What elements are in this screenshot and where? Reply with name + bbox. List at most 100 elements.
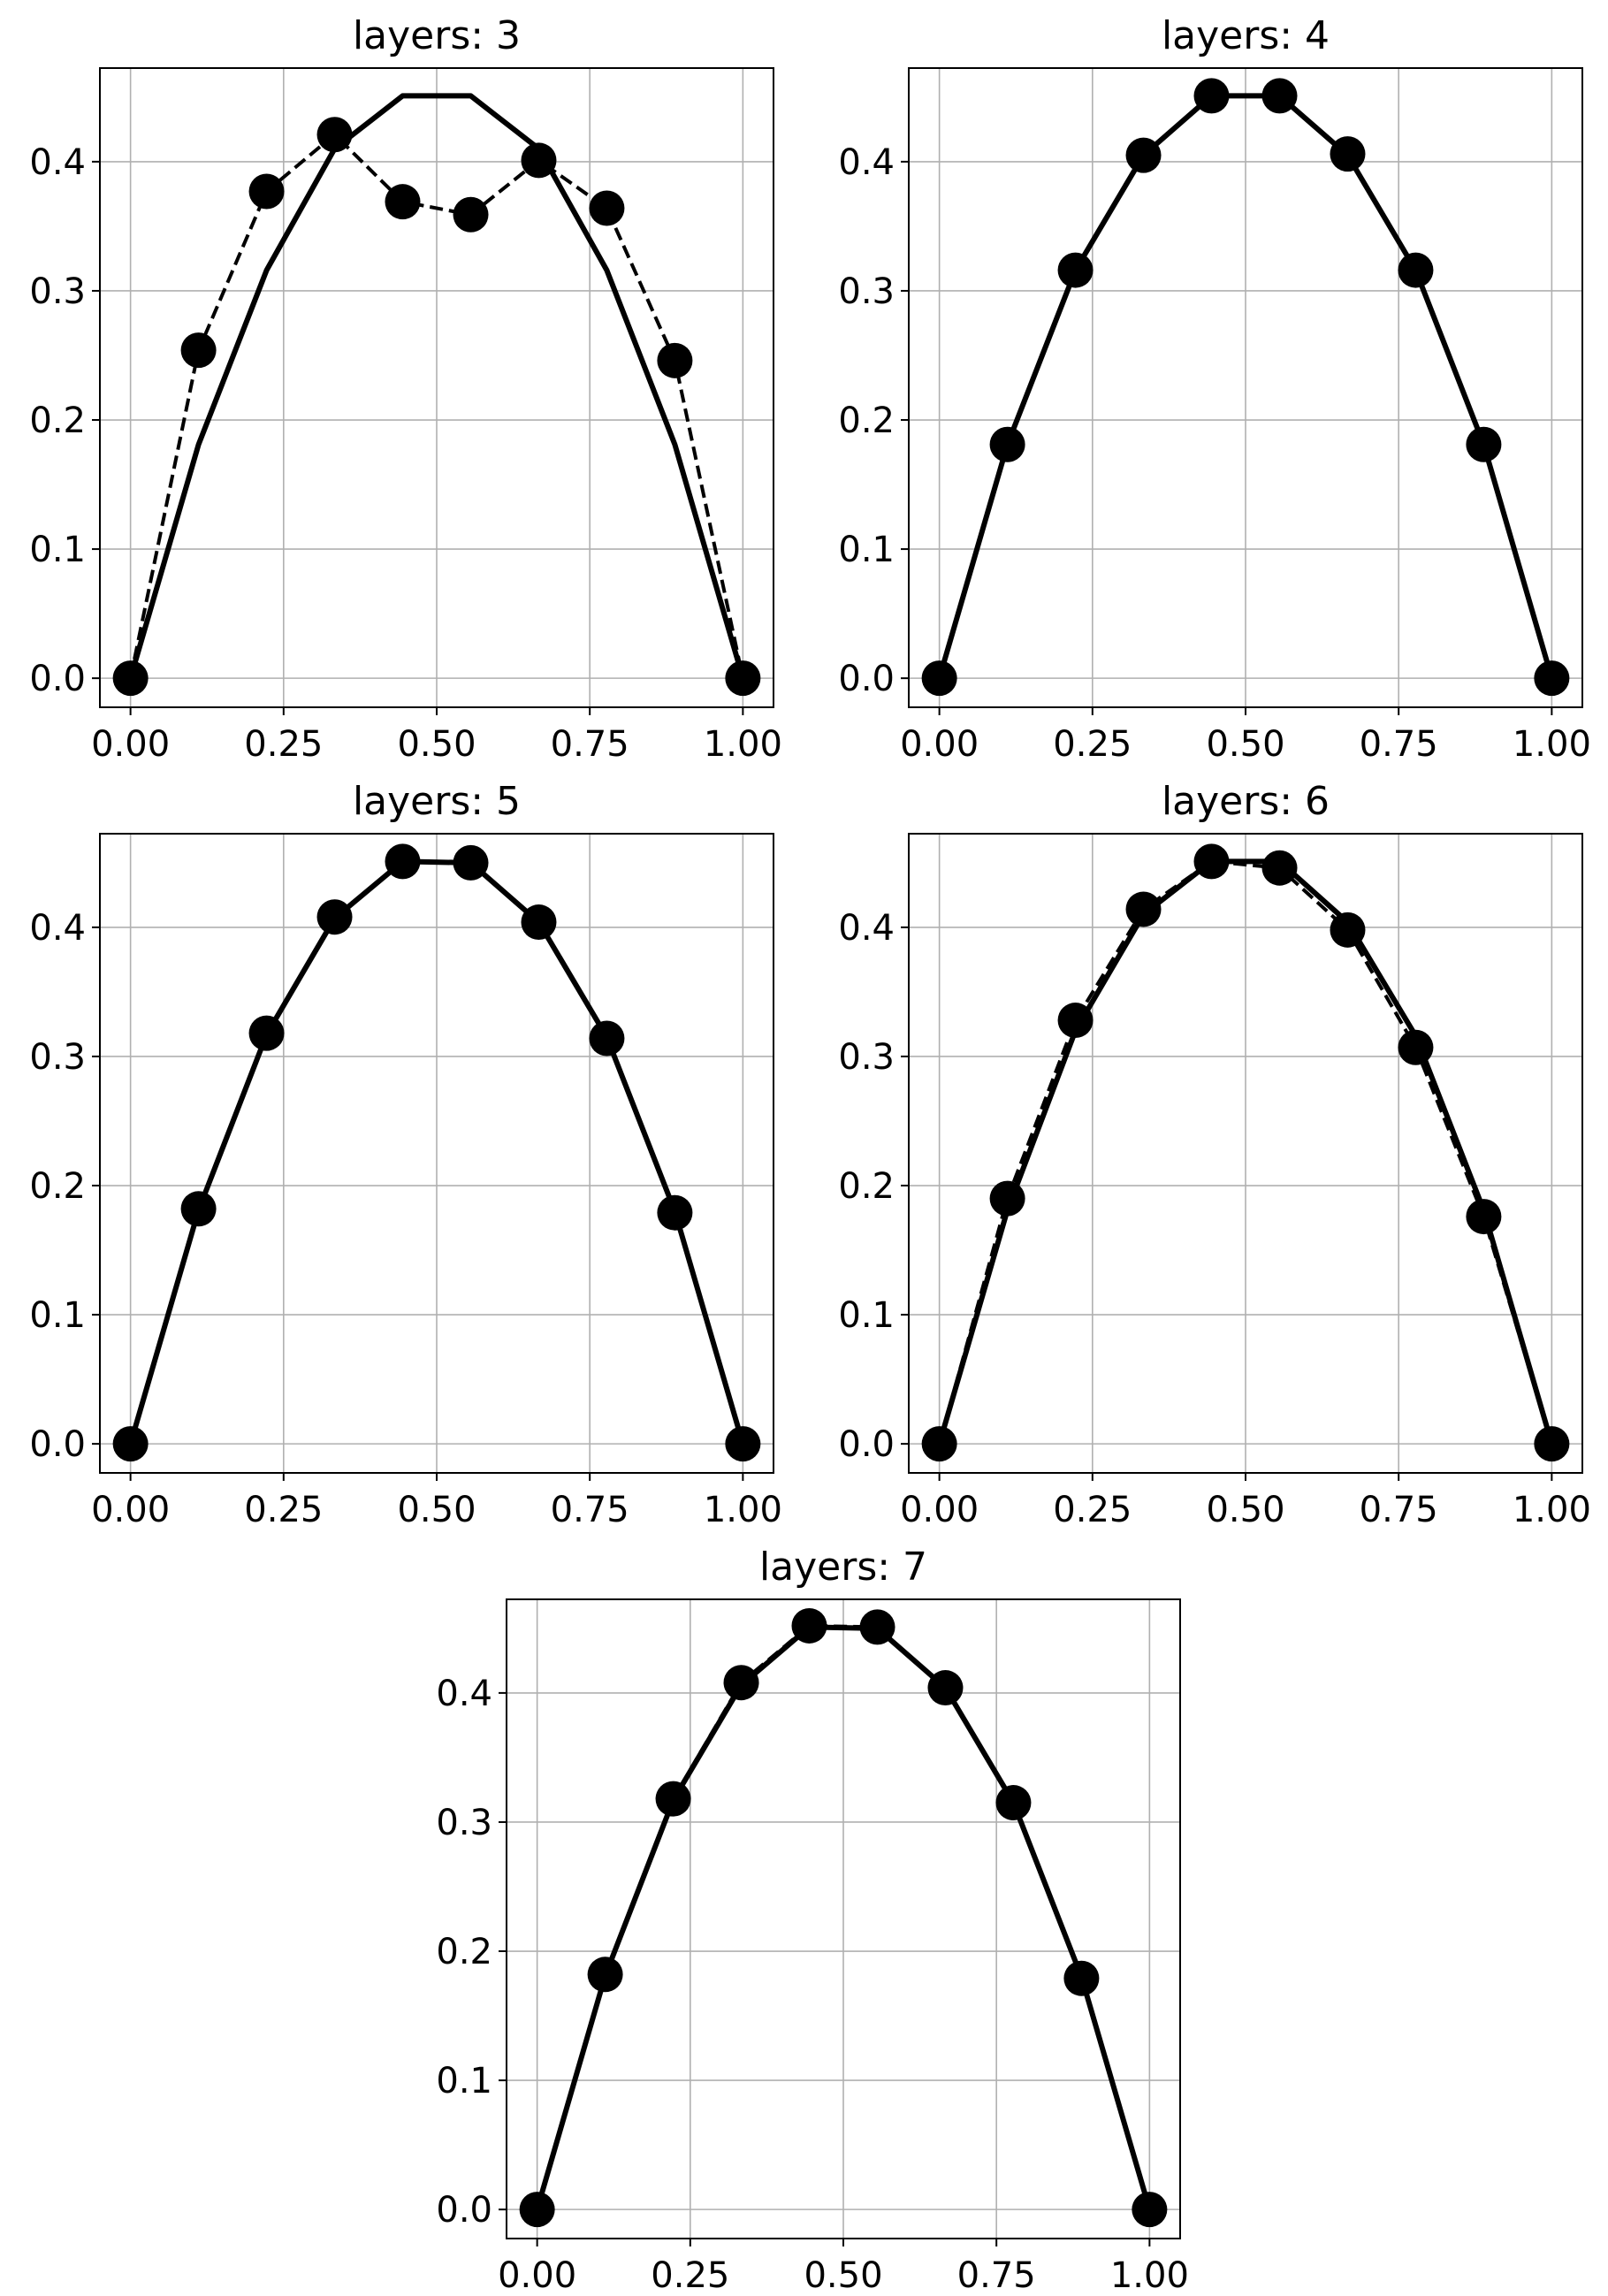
subplot-layers-6: 0.00 0.25 0.50 0.75 1.00 0.0 0.1 0.2 0.3 0.4 layer…	[838, 779, 1591, 1530]
subplot-title: layers: 4	[1162, 13, 1330, 58]
subplot-layers-7: 0.00 0.25 0.50 0.75 1.00 0.0 0.1 0.2 0.3 0.4 layer…	[436, 1545, 1189, 2296]
y-tick-label: 0.3	[838, 1037, 895, 1078]
data-point-marker	[521, 142, 557, 179]
data-point-marker	[1534, 1426, 1570, 1462]
y-tick-label: 0.0	[436, 2190, 492, 2231]
data-point-marker	[112, 1426, 149, 1462]
y-tick-label: 0.1	[29, 530, 86, 570]
subplot-title: layers: 7	[759, 1545, 927, 1590]
x-tick-label: 0.50	[1206, 724, 1284, 765]
x-tick-label: 0.00	[91, 724, 170, 765]
data-point-marker	[1466, 426, 1502, 462]
data-point-marker	[180, 332, 217, 369]
x-tick-label: 0.50	[397, 1490, 476, 1530]
x-tick-label: 0.50	[397, 724, 476, 765]
subplot-layers-3: 0.00 0.25 0.50 0.75 1.00 0.0 0.1 0.2 0.3 0.4 layer…	[29, 13, 782, 765]
data-point-marker	[112, 660, 149, 697]
x-tick-label: 1.00	[1513, 724, 1591, 765]
y-tick-label: 0.4	[838, 908, 895, 949]
data-point-marker	[1466, 1199, 1502, 1235]
data-point-marker	[316, 117, 353, 153]
data-point-marker	[1132, 2192, 1168, 2228]
x-tick-label: 0.75	[551, 1490, 629, 1530]
data-point-marker	[589, 1020, 625, 1056]
data-point-marker	[1261, 850, 1298, 886]
y-tick-label: 0.0	[29, 659, 86, 699]
x-tick-label: 0.25	[244, 724, 323, 765]
data-point-marker	[723, 1665, 759, 1701]
y-tick-label: 0.3	[436, 1803, 492, 1843]
x-tick-label: 0.00	[900, 724, 979, 765]
x-tick-label: 0.75	[1360, 724, 1438, 765]
data-point-marker	[453, 844, 489, 881]
data-point-marker	[725, 1426, 761, 1462]
x-tick-label: 0.25	[651, 2255, 729, 2296]
data-point-marker	[316, 899, 353, 935]
x-tick-label: 0.25	[244, 1490, 323, 1530]
data-point-marker	[657, 1194, 693, 1231]
y-tick-label: 0.4	[838, 142, 895, 183]
subplot-layers-4: 0.00 0.25 0.50 0.75 1.00 0.0 0.1 0.2 0.3 0.4 layer…	[838, 13, 1591, 765]
x-tick-label: 0.75	[1360, 1490, 1438, 1530]
data-point-marker	[1398, 1029, 1434, 1065]
data-point-marker	[248, 1015, 285, 1051]
data-point-marker	[927, 1670, 964, 1706]
x-tick-label: 1.00	[704, 724, 782, 765]
y-tick-label: 0.0	[29, 1424, 86, 1465]
data-point-marker	[521, 904, 557, 941]
data-point-marker	[453, 196, 489, 233]
data-point-marker	[995, 1785, 1032, 1821]
data-point-marker	[989, 1180, 1025, 1217]
data-point-marker	[1193, 78, 1230, 114]
y-tick-label: 0.2	[838, 400, 895, 441]
subplot-title: layers: 3	[353, 13, 521, 58]
dashed-line-series	[128, 859, 745, 1445]
y-tick-label: 0.4	[29, 908, 86, 949]
subplot-title: layers: 5	[353, 779, 521, 824]
data-point-marker	[1261, 78, 1298, 114]
data-point-marker	[725, 660, 761, 697]
data-point-marker	[1057, 1003, 1094, 1039]
data-point-marker	[1398, 252, 1434, 288]
data-point-marker	[1125, 137, 1162, 173]
data-point-marker	[519, 2192, 555, 2228]
y-tick-label: 0.2	[29, 400, 86, 441]
dashed-line-series	[535, 1623, 1152, 2210]
y-tick-label: 0.3	[29, 1037, 86, 1078]
y-tick-label: 0.1	[838, 1295, 895, 1336]
x-tick-label: 0.75	[957, 2255, 1036, 2296]
data-point-marker	[1534, 660, 1570, 697]
data-point-marker	[921, 660, 957, 697]
x-tick-label: 0.50	[1206, 1490, 1284, 1530]
solid-line-series	[127, 93, 746, 679]
data-point-marker	[587, 1957, 623, 1993]
x-tick-label: 0.25	[1053, 1490, 1132, 1530]
x-tick-label: 0.25	[1053, 724, 1132, 765]
y-tick-label: 0.3	[838, 271, 895, 312]
x-tick-label: 0.00	[498, 2255, 576, 2296]
dashed-line-series	[937, 859, 1554, 1445]
y-tick-label: 0.2	[29, 1166, 86, 1207]
x-tick-label: 1.00	[1513, 1490, 1591, 1530]
y-tick-label: 0.4	[29, 142, 86, 183]
x-tick-label: 0.50	[804, 2255, 882, 2296]
data-point-marker	[657, 342, 693, 378]
y-tick-label: 0.4	[436, 1674, 492, 1714]
y-tick-label: 0.1	[436, 2061, 492, 2101]
data-point-marker	[1057, 252, 1094, 288]
data-point-marker	[791, 1607, 827, 1644]
data-point-marker	[1330, 136, 1366, 172]
data-point-marker	[385, 843, 421, 880]
data-point-marker	[989, 426, 1025, 462]
data-point-marker	[1330, 912, 1366, 948]
data-point-marker	[589, 190, 625, 226]
y-tick-label: 0.1	[29, 1295, 86, 1336]
x-tick-label: 0.75	[551, 724, 629, 765]
data-point-marker	[655, 1781, 691, 1817]
solid-line-series	[936, 858, 1555, 1445]
y-tick-label: 0.2	[838, 1166, 895, 1207]
dashed-line-series	[937, 94, 1554, 679]
y-tick-label: 0.3	[29, 271, 86, 312]
data-point-marker	[859, 1609, 895, 1645]
